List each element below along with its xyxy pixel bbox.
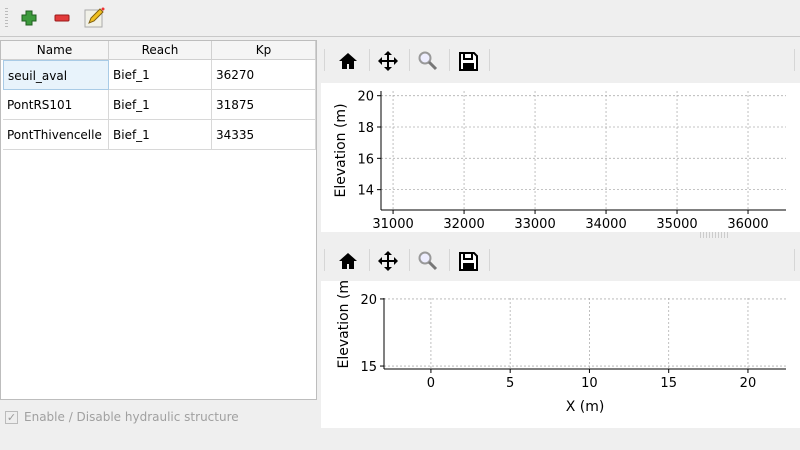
column-header-reach[interactable]: Reach: [109, 41, 212, 60]
x-tick-label: 0: [427, 376, 435, 391]
y-tick-label: 14: [357, 184, 374, 199]
zoom-icon: [418, 251, 438, 271]
checkbox-check-icon: ✓: [5, 410, 18, 424]
y-tick-label: 16: [357, 152, 374, 167]
save-icon: [459, 252, 478, 271]
home-icon: [339, 253, 357, 269]
remove-icon: [54, 14, 70, 22]
remove-button[interactable]: [50, 6, 74, 30]
zoom-button[interactable]: [415, 248, 441, 274]
enable-structure-checkbox[interactable]: ✓ Enable / Disable hydraulic structure: [5, 410, 239, 424]
kp-elevation-plot[interactable]: 31000 32000 33000 34000 35000 36000 14 16 18 20 El…: [321, 83, 800, 232]
home-button[interactable]: [335, 48, 361, 74]
zoom-icon: [418, 51, 438, 71]
toolbar-separator: [449, 49, 450, 71]
toolbar-separator: [324, 49, 325, 71]
pan-button[interactable]: [375, 48, 401, 74]
toolbar-separator: [324, 249, 325, 271]
cell-name[interactable]: PontRS101: [3, 90, 109, 120]
cell-name[interactable]: seuil_aval: [3, 60, 109, 90]
x-axis-label: X (m): [566, 399, 605, 415]
cell-reach[interactable]: Bief_1: [109, 120, 212, 150]
x-tick-label: 15: [660, 376, 677, 391]
main-toolbar: [0, 0, 800, 37]
y-axis-label: Elevation (m): [336, 281, 352, 369]
splitter-handle[interactable]: [700, 232, 730, 238]
toolbar-separator: [489, 49, 490, 71]
x-tick-label: 31000: [372, 217, 413, 232]
cross-section-plot[interactable]: 0 5 10 15 20 15 20 Elevation (m) X (m): [321, 274, 800, 428]
cell-kp[interactable]: 34335: [212, 120, 316, 150]
cell-kp[interactable]: 31875: [212, 90, 316, 120]
toolbar-separator: [449, 249, 450, 271]
y-axis-label: Elevation (m): [333, 103, 349, 197]
y-tick-label: 15: [360, 360, 377, 375]
toolbar-grip[interactable]: [5, 8, 8, 28]
y-tick-label: 20: [357, 90, 374, 105]
pan-icon: [378, 251, 398, 271]
toolbar-separator: [794, 49, 795, 71]
x-tick-label: 36000: [727, 217, 768, 232]
cell-kp[interactable]: 36270: [212, 60, 316, 90]
cell-name[interactable]: PontThivencelle: [3, 120, 109, 150]
pan-icon: [378, 51, 398, 71]
plot-toolbar-bottom: [320, 240, 800, 283]
cell-reach[interactable]: Bief_1: [109, 90, 212, 120]
edit-icon: [84, 7, 105, 28]
home-button[interactable]: [335, 248, 361, 274]
x-tick-label: 20: [740, 376, 757, 391]
x-tick-label: 10: [581, 376, 598, 391]
toolbar-separator: [409, 49, 410, 71]
save-button[interactable]: [455, 248, 481, 274]
toolbar-separator: [489, 249, 490, 271]
x-tick-label: 33000: [514, 217, 555, 232]
zoom-button[interactable]: [415, 48, 441, 74]
column-header-kp[interactable]: Kp: [212, 41, 316, 60]
toolbar-separator: [409, 249, 410, 271]
column-header-name[interactable]: Name: [1, 41, 109, 60]
y-tick-label: 20: [360, 293, 377, 308]
plot-toolbar-top: [320, 40, 800, 83]
cell-reach[interactable]: Bief_1: [109, 60, 212, 90]
y-tick-label: 18: [357, 121, 374, 136]
save-icon: [459, 52, 478, 71]
edit-button[interactable]: [82, 6, 106, 30]
pan-button[interactable]: [375, 248, 401, 274]
x-tick-label: 5: [506, 376, 514, 391]
save-button[interactable]: [455, 48, 481, 74]
x-tick-label: 34000: [585, 217, 626, 232]
toolbar-separator: [794, 249, 795, 271]
toolbar-separator: [369, 249, 370, 271]
home-icon: [339, 53, 357, 69]
structures-table[interactable]: Name Reach Kp seuil_aval Bief_1 36270 PontR…: [0, 40, 317, 400]
add-icon: [21, 10, 37, 26]
checkbox-label: Enable / Disable hydraulic structure: [24, 410, 239, 424]
x-tick-label: 35000: [656, 217, 697, 232]
x-tick-label: 32000: [443, 217, 484, 232]
add-button[interactable]: [17, 6, 41, 30]
toolbar-separator: [369, 49, 370, 71]
